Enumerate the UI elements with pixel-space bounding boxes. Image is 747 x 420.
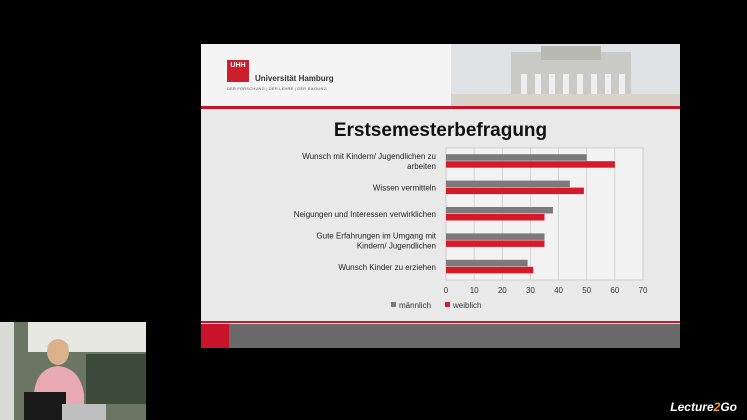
footer-accent	[201, 324, 229, 348]
legend-swatch	[445, 302, 450, 307]
x-tick-label: 20	[498, 286, 507, 295]
slide-footer	[201, 324, 680, 348]
bar-male	[446, 154, 587, 161]
x-tick-label: 60	[610, 286, 619, 295]
category-label: Kindern/ Jugendlichen	[357, 241, 436, 250]
header-divider	[201, 106, 680, 109]
brand-part-lecture: Lecture	[670, 400, 714, 414]
bar-female	[446, 187, 584, 195]
bar-female	[446, 214, 545, 221]
slide-title: Erstsemesterbefragung	[333, 120, 548, 141]
bar-female	[446, 161, 615, 168]
bar-female	[446, 266, 534, 274]
speaker-image	[0, 322, 146, 420]
legend-swatch	[391, 302, 396, 307]
footer-divider	[201, 321, 680, 323]
category-label: Wunsch Kinder zu erziehen	[338, 263, 436, 272]
x-tick-label: 0	[444, 286, 449, 295]
brand-part-go: Go	[720, 400, 737, 414]
legend-label: weiblich	[452, 301, 481, 310]
category-label: arbeiten	[407, 162, 436, 171]
lecture2go-logo: Lecture2Go	[670, 400, 737, 414]
university-name: Universität Hamburg	[255, 74, 334, 83]
slide-header: UHH Universität Hamburg DER FORSCHUNG | …	[201, 44, 680, 108]
bar-male	[446, 233, 545, 240]
x-tick-label: 40	[554, 286, 563, 295]
building-image	[451, 44, 680, 106]
bar-male	[446, 207, 553, 214]
bar-female	[446, 240, 545, 247]
x-tick-label: 70	[639, 286, 648, 295]
category-label: Neigungen und Interessen verwirklichen	[294, 210, 436, 219]
x-tick-label: 50	[582, 286, 591, 295]
university-logo: UHH	[227, 60, 249, 82]
speaker-video	[0, 322, 146, 420]
brand-part-two: 2	[713, 400, 721, 414]
x-tick-label: 30	[526, 286, 535, 295]
legend-label: männlich	[399, 301, 431, 310]
bar-chart: 0 10 20 30 40 50 60 70 Wunsch mit Kindern/ Jugen…	[294, 147, 648, 310]
university-tagline: DER FORSCHUNG | DER LEHRE | DER BILDUNG	[227, 86, 327, 91]
category-label: Wunsch mit Kindern/ Jugendlichen zu	[302, 152, 436, 161]
category-label: Wissen vermitteln	[373, 184, 436, 193]
presentation-slide: UHH Universität Hamburg DER FORSCHUNG | …	[201, 44, 680, 348]
category-label: Gute Erfahrungen im Umgang mit	[316, 231, 436, 240]
bar-male	[446, 259, 528, 267]
x-tick-label: 10	[470, 286, 479, 295]
bar-male	[446, 180, 570, 188]
